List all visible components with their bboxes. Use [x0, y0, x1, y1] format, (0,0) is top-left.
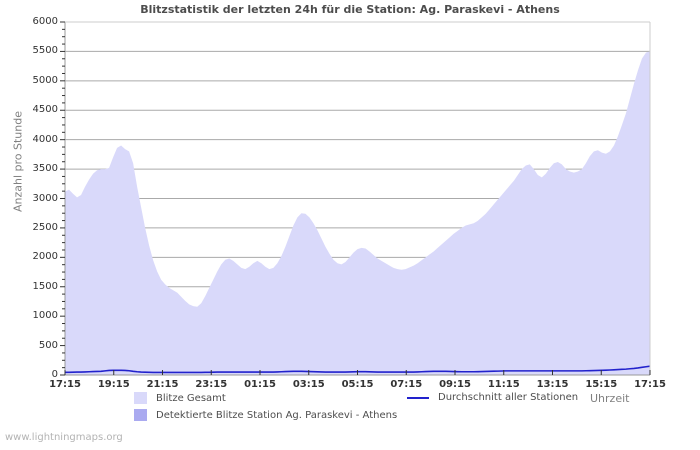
x-tick-label: 03:15: [292, 379, 325, 390]
y-tick-label: 3000: [32, 192, 58, 204]
x-tick-label: 17:15: [634, 379, 666, 390]
legend-swatch-icon: [134, 409, 147, 421]
chart-legend: Blitze Gesamt Detektierte Blitze Station…: [0, 390, 700, 424]
x-tick-label: 07:15: [390, 379, 423, 390]
y-tick-label: 500: [38, 339, 58, 351]
y-tick-label: 3500: [32, 163, 58, 175]
x-tick-label: 09:15: [439, 379, 471, 390]
legend-label: Detektierte Blitze Station Ag. Paraskevi…: [156, 409, 398, 421]
y-tick-label: 2500: [32, 221, 58, 233]
legend-entry-blitze-gesamt[interactable]: Blitze Gesamt: [134, 392, 226, 404]
series-area-0: [65, 51, 650, 376]
x-tick-label: 19:15: [97, 379, 130, 390]
legend-swatch-icon: [134, 392, 147, 404]
x-tick-label: 23:15: [195, 379, 228, 390]
legend-entry-detektierte-blitze[interactable]: Detektierte Blitze Station Ag. Paraskevi…: [134, 409, 397, 421]
x-tick-label: 15:15: [585, 379, 618, 390]
y-tick-label: 1000: [32, 310, 58, 322]
y-tick-label: 0: [51, 369, 58, 380]
y-tick-label: 5000: [32, 74, 58, 86]
x-tick-label: 05:15: [341, 379, 374, 390]
x-axis-label: Uhrzeit: [590, 392, 630, 405]
y-tick-label: 2000: [32, 251, 58, 263]
y-tick-label: 4500: [32, 104, 58, 116]
legend-line-icon: [407, 396, 429, 399]
legend-entry-durchschnitt[interactable]: Durchschnitt aller Stationen: [407, 392, 578, 403]
y-tick-label: 1500: [32, 280, 58, 292]
x-tick-label: 13:15: [536, 379, 569, 390]
x-tick-label: 11:15: [487, 379, 520, 390]
x-tick-label: 17:15: [49, 379, 81, 390]
chart-title: Blitzstatistik der letzten 24h für die S…: [140, 3, 560, 16]
y-tick-label: 4000: [32, 133, 58, 145]
y-tick-label: 5500: [32, 45, 58, 57]
x-tick-label: 01:15: [244, 379, 276, 390]
footer-attribution: www.lightningmaps.org: [5, 432, 123, 443]
axis-ticks: [60, 21, 651, 376]
x-tick-label: 21:15: [146, 379, 179, 390]
legend-label: Durchschnitt aller Stationen: [438, 392, 579, 403]
y-tick-label: 6000: [32, 16, 58, 27]
legend-label: Blitze Gesamt: [156, 392, 226, 404]
